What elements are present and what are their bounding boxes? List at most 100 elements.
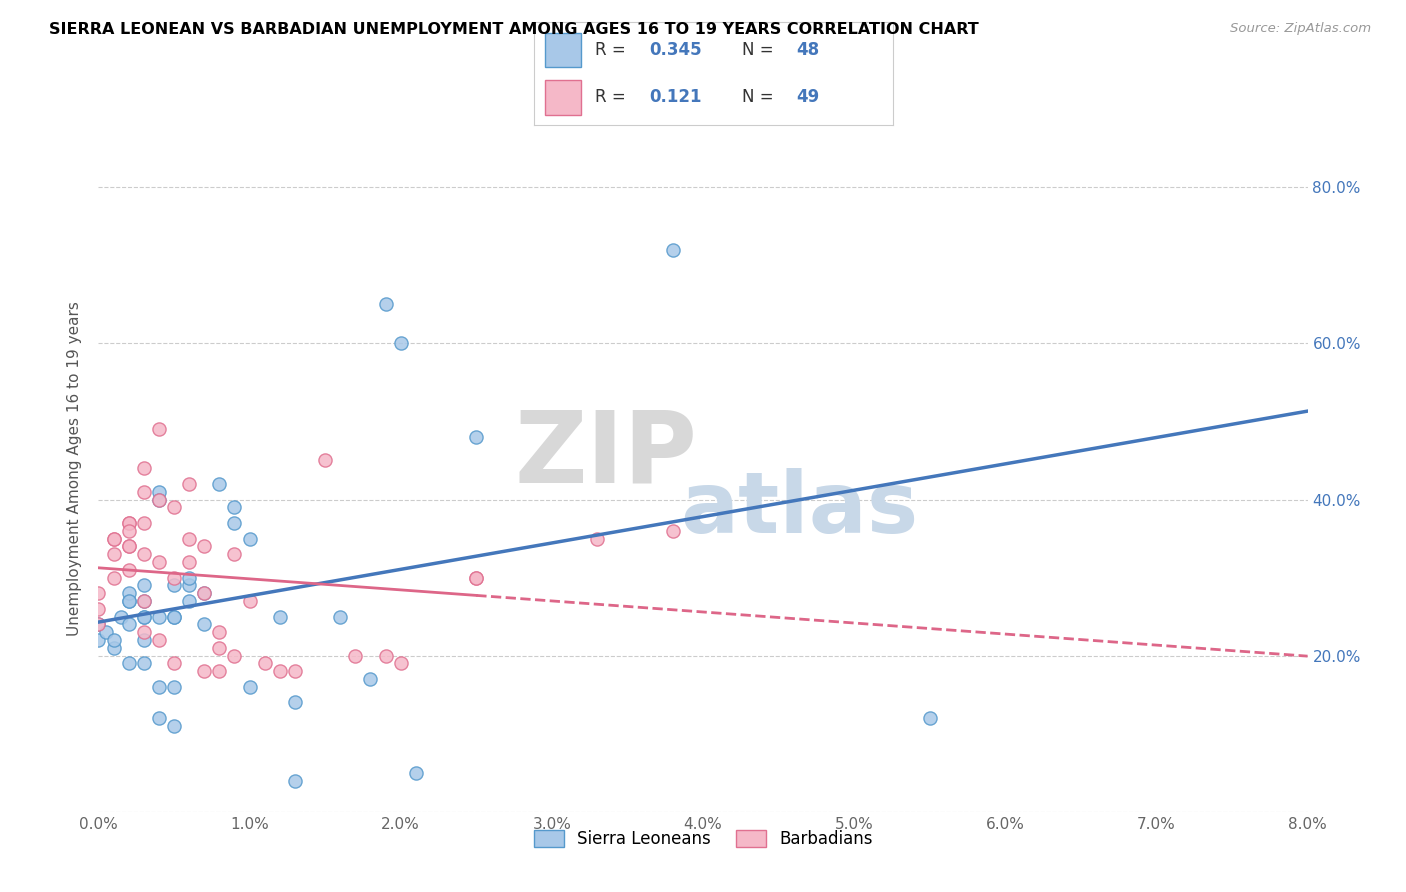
- Y-axis label: Unemployment Among Ages 16 to 19 years: Unemployment Among Ages 16 to 19 years: [67, 301, 83, 636]
- Point: [389, 657, 412, 671]
- Point: [465, 430, 488, 444]
- Point: [239, 680, 262, 694]
- Point: [87, 617, 110, 632]
- Point: [132, 516, 155, 530]
- Point: [148, 609, 170, 624]
- Point: [389, 336, 412, 351]
- Point: [208, 476, 231, 491]
- Point: [239, 532, 262, 546]
- Point: [163, 609, 186, 624]
- Legend: Sierra Leoneans, Barbadians: Sierra Leoneans, Barbadians: [527, 823, 879, 855]
- Point: [163, 680, 186, 694]
- Text: R =: R =: [595, 41, 631, 59]
- Point: [118, 539, 141, 553]
- Point: [239, 594, 262, 608]
- Point: [163, 578, 186, 592]
- Point: [103, 532, 125, 546]
- Point: [360, 672, 382, 686]
- Text: 49: 49: [796, 88, 820, 106]
- Point: [374, 648, 396, 663]
- Text: R =: R =: [595, 88, 637, 106]
- Point: [193, 586, 215, 600]
- Point: [132, 484, 155, 499]
- Point: [118, 657, 141, 671]
- Point: [132, 578, 155, 592]
- Point: [179, 555, 201, 569]
- Point: [269, 664, 291, 679]
- Point: [118, 594, 141, 608]
- Point: [179, 571, 201, 585]
- Point: [118, 563, 141, 577]
- Text: ZIP: ZIP: [515, 406, 697, 503]
- Point: [118, 594, 141, 608]
- Point: [918, 711, 941, 725]
- Point: [148, 711, 170, 725]
- Text: 0.345: 0.345: [650, 41, 702, 59]
- Point: [103, 571, 125, 585]
- Point: [148, 633, 170, 648]
- Point: [163, 500, 186, 515]
- Point: [87, 586, 110, 600]
- Point: [405, 765, 427, 780]
- Point: [118, 516, 141, 530]
- Point: [661, 524, 683, 538]
- Point: [284, 773, 307, 788]
- Point: [193, 617, 215, 632]
- Point: [163, 719, 186, 733]
- Point: [374, 297, 396, 311]
- Point: [103, 547, 125, 561]
- Point: [87, 617, 110, 632]
- Point: [284, 696, 307, 710]
- Point: [208, 640, 231, 655]
- Point: [148, 680, 170, 694]
- Point: [253, 657, 276, 671]
- Point: [148, 422, 170, 436]
- Point: [163, 571, 186, 585]
- Point: [179, 578, 201, 592]
- Text: 0.121: 0.121: [650, 88, 702, 106]
- Point: [148, 555, 170, 569]
- Text: SIERRA LEONEAN VS BARBADIAN UNEMPLOYMENT AMONG AGES 16 TO 19 YEARS CORRELATION C: SIERRA LEONEAN VS BARBADIAN UNEMPLOYMENT…: [49, 22, 979, 37]
- Point: [103, 640, 125, 655]
- Point: [94, 625, 117, 640]
- Point: [208, 625, 231, 640]
- Point: [148, 492, 170, 507]
- Point: [465, 571, 488, 585]
- Text: atlas: atlas: [681, 468, 920, 551]
- Bar: [546, 32, 581, 68]
- Point: [163, 609, 186, 624]
- Point: [118, 586, 141, 600]
- Point: [586, 532, 609, 546]
- Point: [224, 648, 246, 663]
- Text: 48: 48: [796, 41, 820, 59]
- Point: [110, 609, 132, 624]
- Point: [103, 532, 125, 546]
- Point: [269, 609, 291, 624]
- Point: [179, 476, 201, 491]
- Point: [148, 492, 170, 507]
- Point: [118, 539, 141, 553]
- Point: [132, 609, 155, 624]
- Text: Source: ZipAtlas.com: Source: ZipAtlas.com: [1230, 22, 1371, 36]
- Point: [118, 617, 141, 632]
- Point: [329, 609, 352, 624]
- Point: [163, 657, 186, 671]
- Point: [132, 547, 155, 561]
- Point: [148, 484, 170, 499]
- Point: [132, 633, 155, 648]
- Point: [132, 594, 155, 608]
- Point: [103, 633, 125, 648]
- Point: [465, 571, 488, 585]
- Point: [132, 461, 155, 475]
- Point: [208, 664, 231, 679]
- Point: [132, 625, 155, 640]
- Point: [118, 524, 141, 538]
- Point: [179, 532, 201, 546]
- Point: [284, 664, 307, 679]
- Point: [314, 453, 336, 467]
- Point: [179, 594, 201, 608]
- Point: [661, 243, 683, 257]
- Point: [224, 500, 246, 515]
- Point: [193, 539, 215, 553]
- Point: [87, 601, 110, 615]
